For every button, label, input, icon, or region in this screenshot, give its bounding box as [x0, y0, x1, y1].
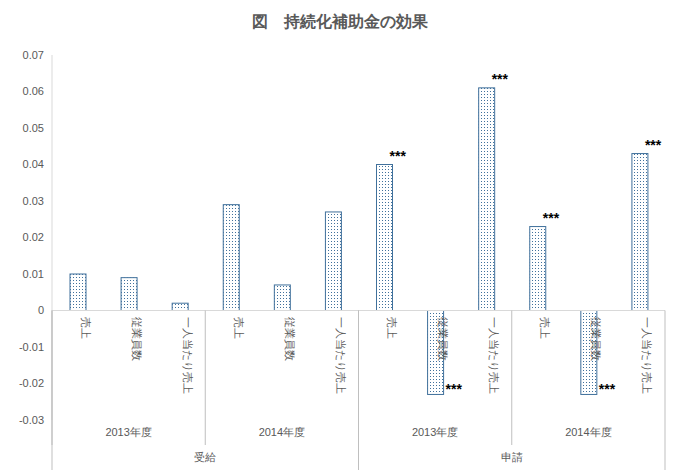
- svg-text:従業員数: 従業員数: [437, 317, 449, 361]
- svg-text:0.06: 0.06: [23, 85, 44, 97]
- svg-text:一人当たり売上: 一人当たり売上: [488, 317, 500, 394]
- svg-text:申請: 申請: [501, 451, 523, 463]
- svg-text:受給: 受給: [194, 451, 216, 463]
- svg-text:***: ***: [390, 148, 407, 164]
- svg-text:-0.01: -0.01: [19, 341, 44, 353]
- svg-text:0.07: 0.07: [23, 49, 44, 61]
- svg-text:***: ***: [543, 210, 560, 226]
- svg-text:***: ***: [492, 71, 509, 87]
- svg-text:売上: 売上: [80, 317, 92, 339]
- svg-text:2014年度: 2014年度: [259, 426, 305, 438]
- svg-text:一人当たり売上: 一人当たり売上: [335, 317, 347, 394]
- svg-text:0.02: 0.02: [23, 231, 44, 243]
- svg-text:***: ***: [446, 381, 463, 397]
- svg-text:売上: 売上: [233, 317, 245, 339]
- svg-text:0: 0: [38, 304, 44, 316]
- html-text:図 持続化補助金の効果: 図 持続化補助金の効果: [252, 13, 428, 30]
- svg-text:0.01: 0.01: [23, 268, 44, 280]
- svg-text:0.03: 0.03: [23, 195, 44, 207]
- svg-text:0.05: 0.05: [23, 122, 44, 134]
- svg-text:従業員数: 従業員数: [131, 317, 143, 361]
- svg-text:2013年度: 2013年度: [105, 426, 151, 438]
- svg-text:一人当たり売上: 一人当たり売上: [641, 317, 653, 394]
- svg-text:0.04: 0.04: [23, 158, 44, 170]
- svg-text:***: ***: [645, 137, 662, 153]
- svg-text:従業員数: 従業員数: [284, 317, 296, 361]
- svg-text:従業員数: 従業員数: [590, 317, 602, 361]
- svg-text:一人当たり売上: 一人当たり売上: [182, 317, 194, 394]
- svg-text:***: ***: [599, 381, 616, 397]
- svg-text:2014年度: 2014年度: [565, 426, 611, 438]
- svg-text:-0.02: -0.02: [19, 377, 44, 389]
- svg-text:売上: 売上: [386, 317, 398, 339]
- svg-text:2013年度: 2013年度: [412, 426, 458, 438]
- svg-text:-0.03: -0.03: [19, 414, 44, 426]
- svg-text:売上: 売上: [539, 317, 551, 339]
